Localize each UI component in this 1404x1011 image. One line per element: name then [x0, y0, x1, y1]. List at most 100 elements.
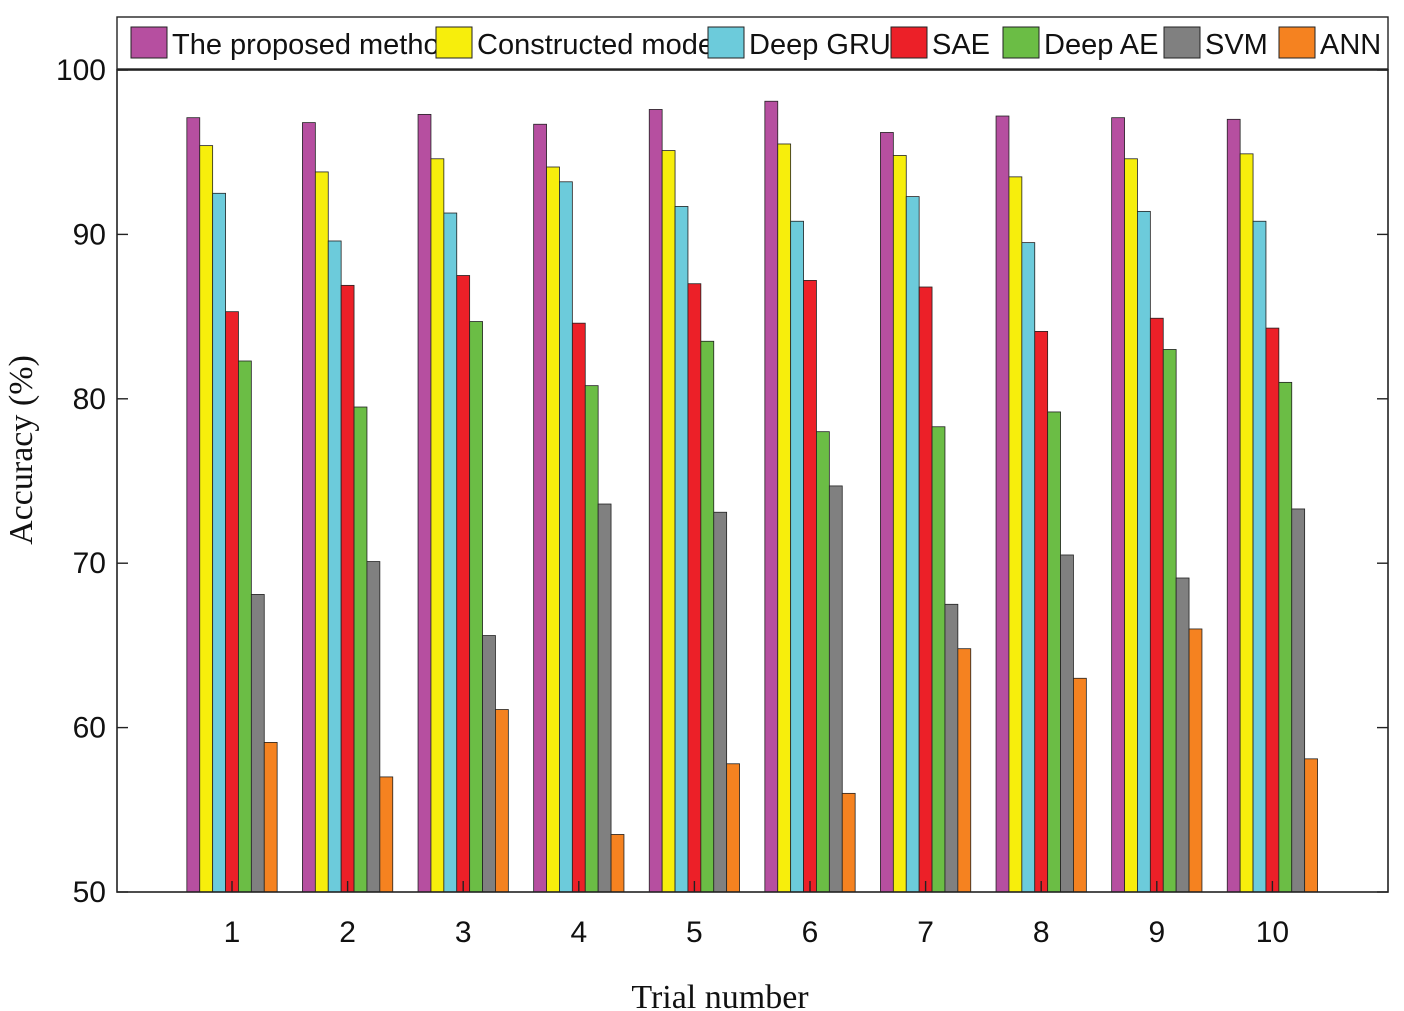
- x-tick-label: 6: [802, 916, 819, 949]
- y-axis-title: Accuracy (%): [3, 355, 40, 545]
- bar-deep-gru-trial-4: [559, 181, 573, 893]
- bar-ann-trial-8: [1073, 677, 1087, 893]
- x-axis-title: Trial number: [631, 979, 809, 1011]
- bar-the-proposed-method-trial-6: [764, 100, 779, 893]
- y-tick-label: 100: [56, 54, 106, 87]
- bar-sae-trial-9: [1149, 317, 1164, 893]
- bar-sae-trial-2: [340, 284, 355, 893]
- x-tick-label: 8: [1033, 916, 1050, 949]
- x-tick-label: 10: [1256, 916, 1289, 949]
- bar-svm-trial-6: [828, 485, 843, 893]
- bar-sae-trial-6: [803, 280, 817, 893]
- bar-sae-trial-4: [571, 322, 586, 893]
- bar-the-proposed-method-trial-2: [302, 122, 316, 893]
- bar-deep-gru-trial-6: [790, 220, 804, 893]
- y-tick-label: 80: [73, 383, 106, 416]
- bar-deep-gru-trial-7: [905, 196, 920, 893]
- legend-swatch-svm: [1163, 26, 1201, 59]
- bar-the-proposed-method-trial-10: [1226, 118, 1241, 893]
- bar-ann-trial-6: [841, 792, 856, 893]
- bar-deep-ae-trial-5: [700, 340, 715, 893]
- y-tick-label: 60: [73, 712, 106, 745]
- y-tick-label: 90: [73, 218, 106, 251]
- bar-constructed-model-trial-10: [1239, 153, 1254, 893]
- bar-deep-ae-trial-2: [353, 406, 368, 893]
- bar-constructed-model-trial-7: [892, 155, 907, 893]
- bar-ann-trial-2: [379, 776, 394, 893]
- bar-sae-trial-8: [1034, 330, 1049, 893]
- bar-sae-trial-1: [225, 311, 239, 893]
- bar-sae-trial-7: [918, 286, 933, 893]
- bar-deep-ae-trial-4: [584, 385, 599, 893]
- bar-the-proposed-method-trial-5: [648, 109, 663, 893]
- x-axis: 1 2 3 4 5 6 7 8 9 10: [224, 881, 1289, 949]
- bar-constructed-model-trial-2: [314, 171, 329, 893]
- legend-label: Deep AE: [1044, 29, 1158, 61]
- bar-ann-trial-9: [1188, 628, 1203, 893]
- y-axis: 50 60 70 80 90 100: [56, 54, 1388, 909]
- bar-ann-trial-3: [495, 709, 509, 893]
- bar-sae-trial-10: [1265, 327, 1280, 893]
- bar-constructed-model-trial-6: [777, 143, 792, 893]
- x-tick-label: 1: [224, 916, 241, 949]
- bar-the-proposed-method-trial-4: [533, 123, 547, 893]
- x-tick-label: 7: [917, 916, 934, 949]
- legend: The proposed method Constructed model Deep…: [116, 16, 1389, 70]
- bar-constructed-model-trial-5: [661, 150, 676, 893]
- bar-deep-gru-trial-3: [443, 212, 458, 893]
- legend-label: SVM: [1205, 29, 1268, 61]
- bar-constructed-model-trial-9: [1124, 158, 1138, 893]
- bar-svm-trial-2: [366, 561, 381, 893]
- bar-the-proposed-method-trial-3: [417, 113, 432, 893]
- bar-deep-gru-trial-5: [674, 206, 689, 893]
- bar-ann-trial-4: [610, 834, 625, 893]
- bar-deep-gru-trial-9: [1137, 210, 1151, 893]
- legend-label: SAE: [932, 29, 990, 61]
- bar-sae-trial-5: [687, 283, 702, 893]
- legend-swatch-sae: [890, 26, 928, 59]
- bar-deep-gru-trial-8: [1021, 242, 1036, 893]
- x-tick-label: 2: [339, 916, 356, 949]
- bar-deep-ae-trial-6: [816, 431, 830, 893]
- bar-svm-trial-10: [1291, 508, 1306, 893]
- legend-swatch-the-proposed-method: [130, 26, 168, 59]
- bar-deep-gru-trial-2: [327, 240, 342, 893]
- y-tick-label: 70: [73, 547, 106, 580]
- bar-deep-ae-trial-3: [469, 321, 483, 893]
- bar-deep-ae-trial-10: [1278, 381, 1293, 893]
- bar-svm-trial-4: [597, 503, 612, 893]
- x-tick-label: 9: [1148, 916, 1165, 949]
- bar-deep-ae-trial-1: [238, 360, 252, 893]
- bar-svm-trial-3: [482, 635, 496, 893]
- bar-the-proposed-method-trial-8: [995, 115, 1010, 893]
- bar-svm-trial-5: [713, 511, 728, 893]
- legend-label: Deep GRU: [749, 29, 891, 61]
- bar-deep-gru-trial-1: [212, 192, 226, 893]
- legend-swatch-deep-ae: [1002, 26, 1040, 59]
- bar-constructed-model-trial-1: [199, 145, 214, 893]
- legend-swatch-ann: [1278, 26, 1316, 59]
- bar-svm-trial-1: [250, 594, 265, 893]
- bar-deep-ae-trial-9: [1162, 349, 1177, 893]
- x-tick-label: 5: [686, 916, 703, 949]
- bar-ann-trial-10: [1304, 758, 1318, 893]
- legend-label: The proposed method: [172, 29, 456, 61]
- legend-label: ANN: [1320, 29, 1381, 61]
- bar-deep-gru-trial-10: [1252, 220, 1267, 893]
- legend-label: Constructed model: [477, 29, 720, 61]
- legend-swatch-deep-gru: [707, 26, 745, 59]
- legend-swatch-constructed-model: [435, 26, 473, 59]
- bar-svm-trial-9: [1175, 577, 1190, 893]
- bar-svm-trial-7: [944, 603, 959, 893]
- bar-constructed-model-trial-3: [430, 158, 445, 893]
- bar-the-proposed-method-trial-9: [1111, 117, 1125, 893]
- x-tick-label: 3: [455, 916, 472, 949]
- bar-ann-trial-5: [726, 763, 740, 893]
- bar-svm-trial-8: [1060, 554, 1074, 893]
- bar-deep-ae-trial-8: [1047, 411, 1061, 893]
- bar-the-proposed-method-trial-7: [880, 132, 894, 893]
- bar-ann-trial-1: [263, 742, 278, 893]
- bar-the-proposed-method-trial-1: [186, 117, 201, 893]
- bar-deep-ae-trial-7: [931, 426, 946, 893]
- x-tick-label: 4: [570, 916, 587, 949]
